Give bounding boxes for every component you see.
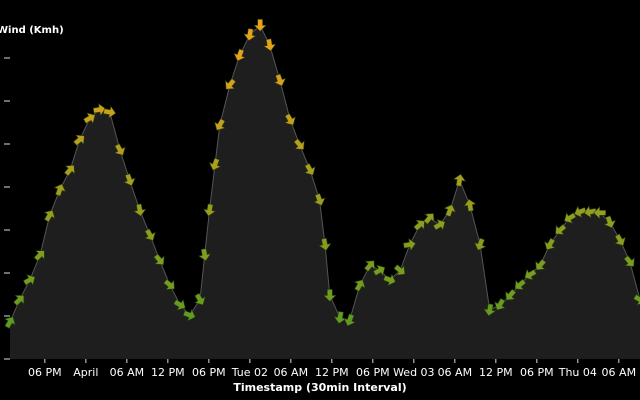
wind-arrow [182,308,196,322]
wind-arrow [53,183,67,197]
wind-arrow [163,278,175,290]
wind-arrow [63,164,76,177]
wind-arrow [225,78,237,90]
wind-arrow [463,198,477,212]
chart-title: Wind (Kmh) [0,25,64,36]
wind-arrow [123,173,136,187]
wind-arrow [194,292,206,306]
wind-arrow [593,206,607,220]
x-tick-label: Tue 02 [231,366,268,379]
wind-arrow [473,237,487,251]
wind-arrow [214,118,226,131]
x-tick-label: 06 PM [28,366,62,379]
wind-arrow [323,289,337,302]
wind-arrow [372,264,386,277]
wind-arrow [22,274,36,286]
x-tick-label: 06 AM [602,366,637,379]
wind-arrow [233,48,247,62]
wind-arrow [43,209,56,223]
wind-arrow [284,113,296,126]
wind-arrow [383,273,396,287]
wind-arrow [202,203,217,217]
wind-arrow [544,237,556,251]
wind-arrow [494,297,506,311]
wind-arrow [318,237,332,251]
x-tick-label: 06 AM [110,366,145,379]
x-tick-label: 06 AM [438,366,473,379]
wind-arrow [293,138,305,150]
wind-arrow [144,228,156,241]
wind-arrow [313,193,326,206]
x-tick-label: April [73,366,98,379]
wind-arrow [83,112,96,125]
area [10,25,640,360]
x-tick-label: 06 PM [192,366,226,379]
wind-arrow [133,203,147,217]
wind-arrow [555,223,567,235]
wind-arrow [432,219,446,231]
x-tick-label: 06 PM [520,366,554,379]
wind-arrow [633,293,640,306]
x-tick-label: 06 PM [356,366,390,379]
wind-arrow [353,279,366,292]
wind-arrow [73,134,85,146]
x-tick-label: Thu 04 [558,366,597,379]
wind-arrow [13,295,25,307]
wind-arrow [443,204,457,218]
wind-arrow [505,288,517,301]
wind-arrow [413,219,425,231]
x-tick-label: Wed 03 [393,366,434,379]
wind-arrow [253,18,267,32]
wind-arrow [393,264,406,276]
x-tick-label: 12 PM [479,366,513,379]
wind-arrow [514,278,527,290]
wind-arrow [423,213,435,225]
wind-arrow [363,260,376,272]
wind-arrow [243,28,257,42]
x-axis-title: Timestamp (30min Interval) [233,381,406,394]
x-tick-label: 12 PM [151,366,185,379]
wind-arrow [4,316,16,329]
wind-arrow [304,162,316,176]
wind-arrow [273,73,287,87]
wind-arrow [103,105,117,119]
wind-arrow [263,38,277,52]
wind-arrow [564,212,577,224]
wind-arrow [198,248,212,262]
wind-arrow [483,303,497,317]
wind-arrow [524,268,537,281]
wind-arrow [403,238,417,252]
wind-arrow [92,103,106,117]
wind-arrow [452,173,467,187]
wind-arrow [153,253,165,266]
wind-arrow [614,233,626,246]
wind-arrow [603,215,617,229]
wind-arrow [623,255,635,267]
x-tick-label: 12 PM [315,366,349,379]
wind-arrow [343,313,357,327]
wind-arrow [33,250,45,262]
wind-arrow [114,143,126,156]
wind-arrow [573,205,587,219]
wind-arrow [208,157,222,171]
wind-arrow [173,298,186,311]
wind-arrow [535,258,547,271]
x-tick-label: 06 AM [274,366,309,379]
